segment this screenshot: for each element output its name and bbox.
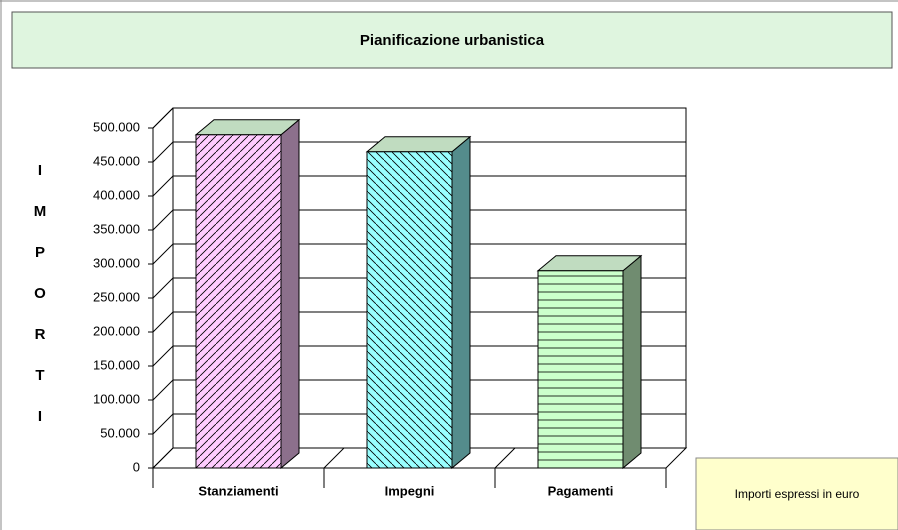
bar-top (536, 255, 643, 272)
y-tick-label: 150.000 (93, 357, 140, 372)
bar-top (365, 136, 472, 153)
grid-line (152, 175, 174, 197)
grid-line (152, 447, 174, 469)
annotation-box (695, 457, 898, 530)
x-tick-label: Impegni (385, 483, 435, 498)
y-tick-label: 350.000 (93, 221, 140, 236)
y-axis-label: IMPORTI (32, 162, 49, 449)
y-tick-label: 250.000 (93, 289, 140, 304)
bar-top (194, 119, 301, 136)
grid-line (152, 141, 174, 163)
bar (537, 270, 624, 469)
y-tick-label: 300.000 (93, 255, 140, 270)
y-tick-label: 200.000 (93, 323, 140, 338)
grid-line (152, 107, 174, 129)
y-tick-label: 450.000 (93, 153, 140, 168)
grid-line (152, 277, 174, 299)
grid-line (152, 413, 174, 435)
annotation: Importi espressi in euro (735, 487, 860, 501)
bar (195, 134, 282, 469)
bar-side (280, 118, 300, 470)
title-box (11, 11, 893, 69)
y-tick-label: 50.000 (100, 425, 140, 440)
grid-line (152, 243, 174, 265)
grid-line (152, 379, 174, 401)
chart-title: Pianificazione urbanistica (360, 32, 545, 49)
x-tick-label: Pagamenti (548, 483, 614, 498)
bar (366, 151, 453, 469)
y-tick-label: 100.000 (93, 391, 140, 406)
bar-side (622, 254, 642, 470)
grid-line (152, 311, 174, 333)
y-tick-label: 0 (133, 459, 140, 474)
grid-line (152, 345, 174, 367)
grid-line (152, 209, 174, 231)
bar-side (451, 135, 471, 470)
floor-divider (494, 447, 516, 469)
y-tick-label: 400.000 (93, 187, 140, 202)
floor-divider (323, 447, 345, 469)
y-tick-label: 500.000 (93, 119, 140, 134)
x-tick-label: Stanziamenti (198, 483, 278, 498)
